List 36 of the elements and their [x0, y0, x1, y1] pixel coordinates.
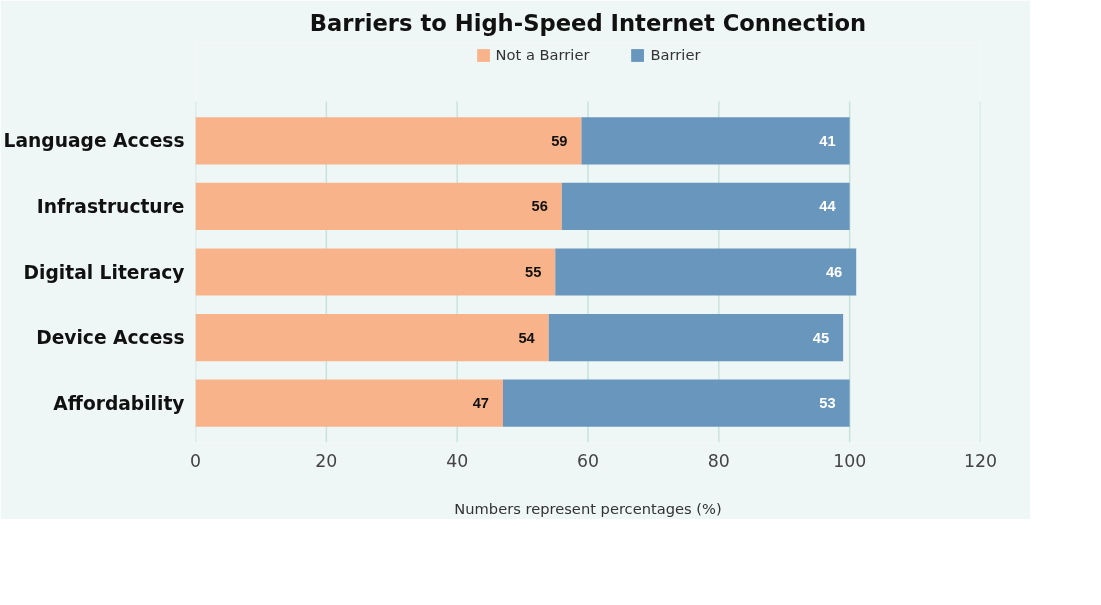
data-label: 41: [819, 132, 836, 149]
bar: [195, 117, 582, 165]
legend-label: Not a Barrier: [495, 46, 590, 63]
y-tick-label: Affordability: [53, 392, 185, 414]
legend-label: Barrier: [650, 46, 701, 63]
bar: [195, 313, 549, 362]
x-tick-label: 100: [833, 450, 867, 471]
x-tick-label: 80: [707, 450, 730, 471]
bar: [502, 379, 850, 427]
data-label: 44: [819, 198, 837, 215]
data-label: 54: [518, 329, 536, 346]
chart-title: Barriers to High-Speed Internet Connection: [309, 9, 867, 36]
x-tick-label: 20: [315, 450, 338, 471]
data-label: 55: [524, 264, 542, 281]
x-tick-label: 60: [576, 450, 600, 471]
data-label: 59: [551, 132, 568, 149]
y-tick-label: Digital Literacy: [23, 261, 185, 283]
bar: [195, 379, 503, 427]
data-label: 53: [819, 395, 836, 412]
data-label: 47: [472, 395, 489, 412]
data-label: 56: [531, 198, 548, 215]
bar: [581, 117, 850, 165]
data-label: 46: [825, 264, 843, 281]
bar: [195, 182, 562, 231]
data-label: 45: [812, 329, 830, 346]
bar: [548, 313, 844, 362]
x-tick-label: 0: [189, 450, 202, 471]
y-tick-label: Infrastructure: [36, 195, 185, 217]
x-tick-label: 120: [963, 450, 998, 471]
bar: [195, 248, 556, 296]
bar: [561, 182, 850, 231]
y-tick-label: Language Access: [3, 130, 185, 152]
bar: [555, 248, 857, 296]
x-axis-title: Numbers represent percentages (%): [454, 499, 722, 517]
y-tick-label: Device Access: [36, 327, 185, 349]
x-tick-label: 40: [446, 450, 469, 471]
